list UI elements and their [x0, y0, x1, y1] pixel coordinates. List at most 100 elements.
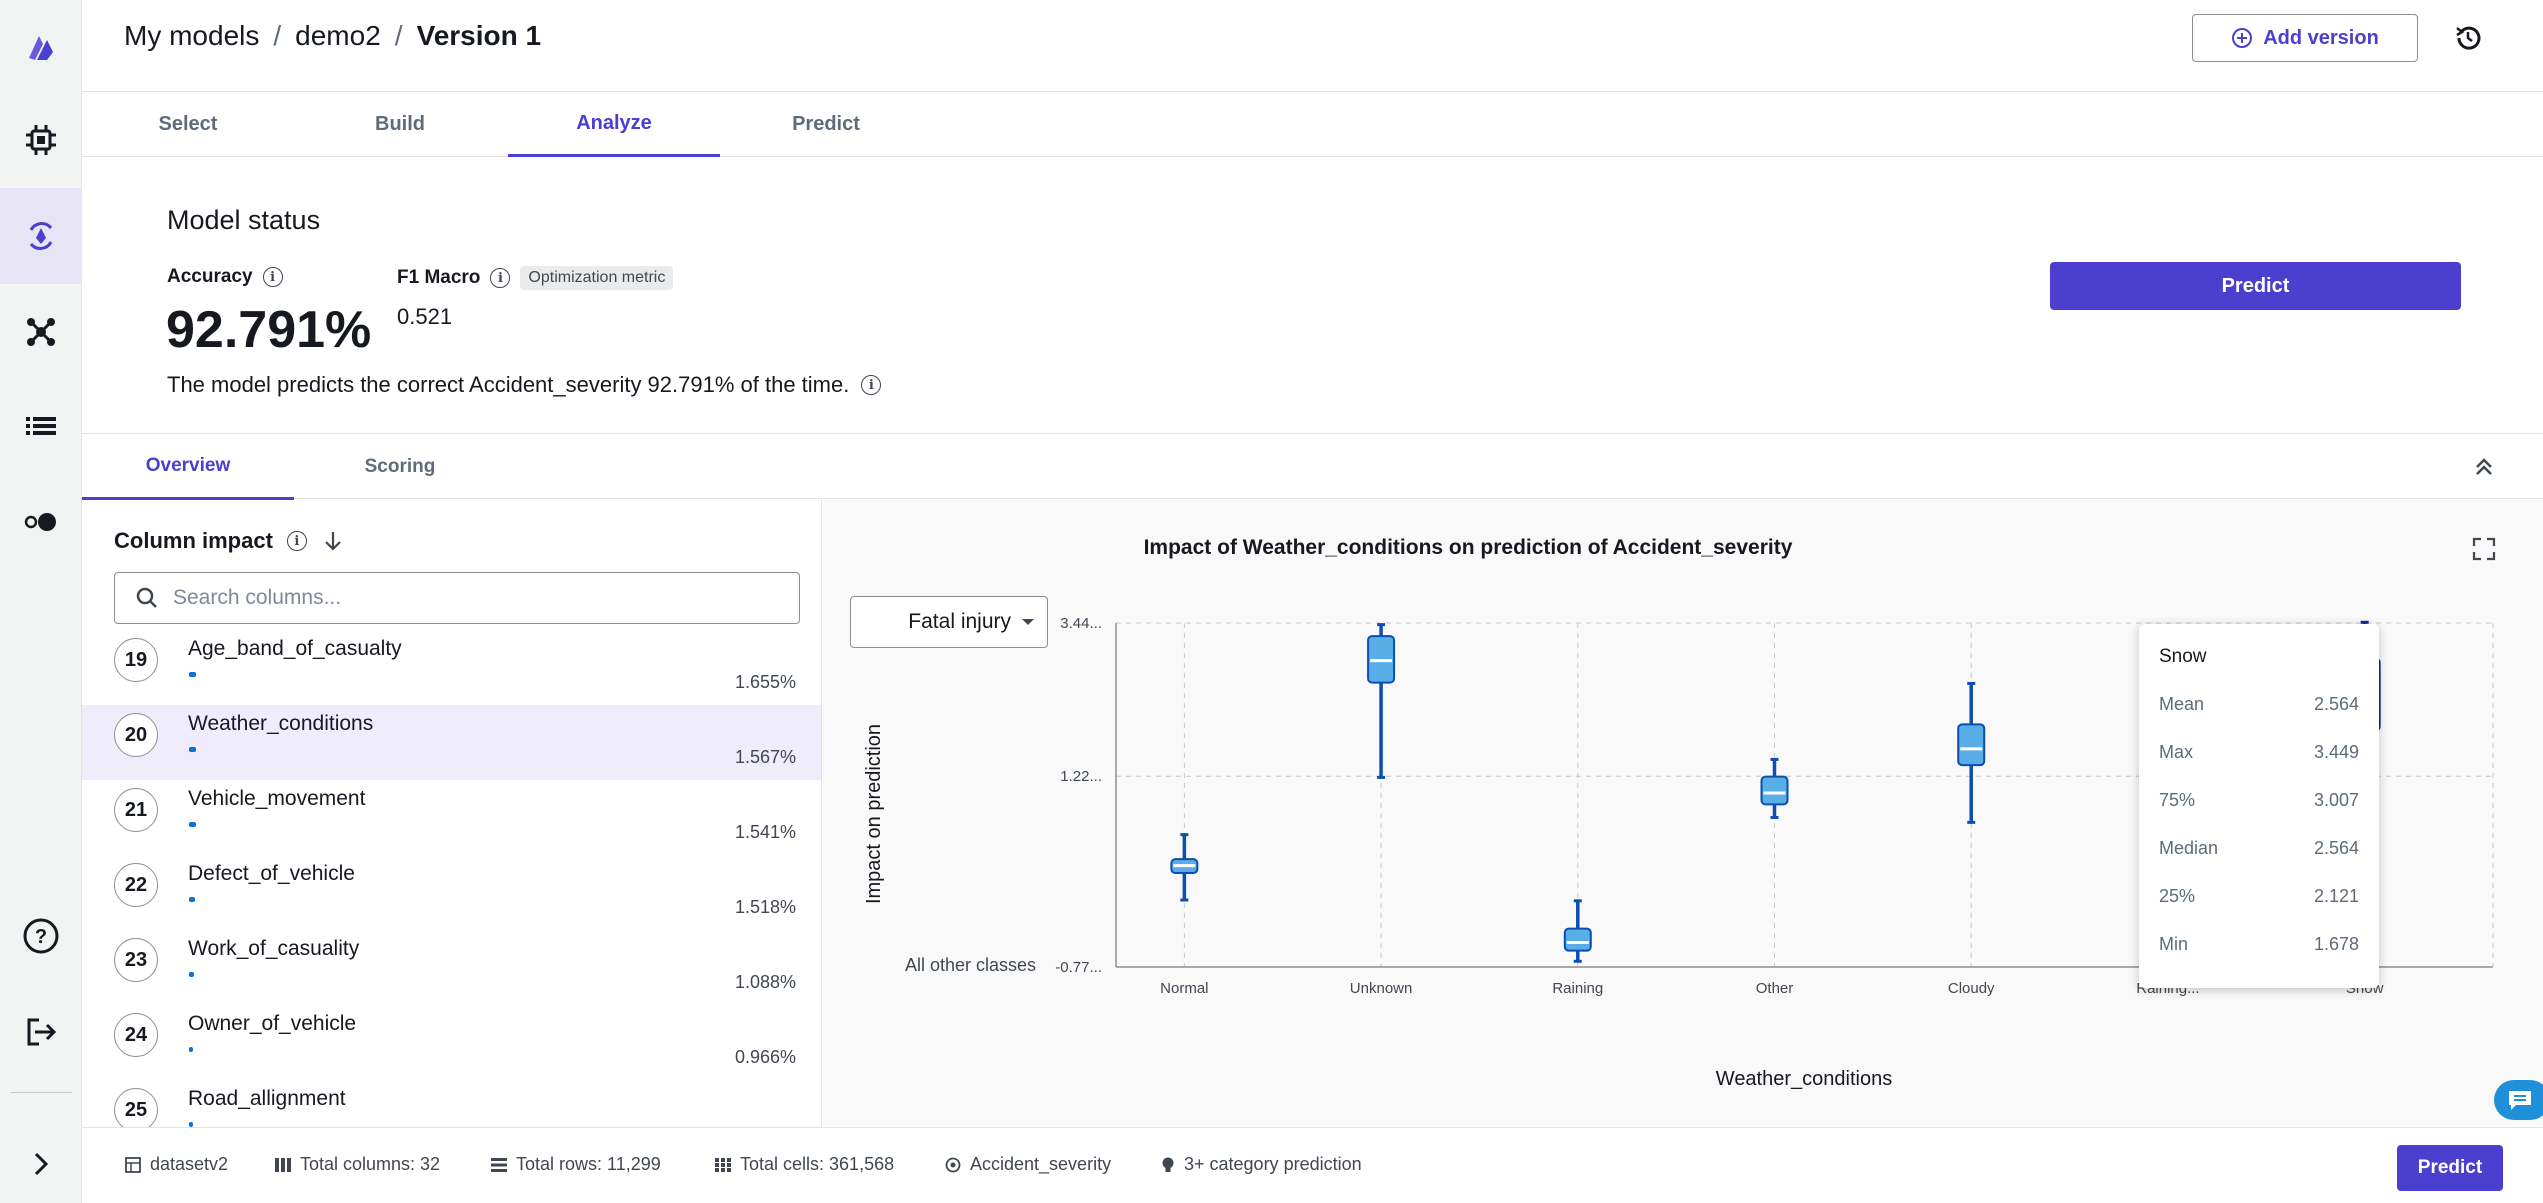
f1-label-text: F1 Macro	[397, 267, 481, 288]
tooltip-row-label: Max	[2159, 742, 2194, 762]
tooltip-row: 75% 3.007	[2159, 790, 2359, 811]
x-tick-label: Other	[1756, 980, 1794, 997]
tab-predict[interactable]: Predict	[792, 113, 860, 135]
info-icon[interactable]: i	[286, 531, 307, 551]
sort-down-icon[interactable]	[321, 529, 345, 553]
sub-tabs: Overview Scoring	[82, 433, 2543, 500]
breadcrumb-separator: /	[394, 20, 403, 51]
status-sentence-text: The model predicts the correct Accident_…	[167, 372, 850, 397]
class-select-dropdown[interactable]: Fatal injury	[850, 596, 1048, 648]
accuracy-value: 92.791%	[166, 301, 372, 359]
status-sentence: The model predicts the correct Accident_…	[167, 372, 882, 398]
footer-total-rows-text: Total rows: 11,299	[516, 1154, 661, 1174]
history-icon[interactable]	[2448, 18, 2488, 58]
column-row[interactable]: 21 Vehicle_movement 1.541%	[82, 780, 821, 855]
models-icon[interactable]	[0, 188, 82, 284]
column-name: Owner_of_vehicle	[188, 1012, 357, 1035]
model-status-title: Model status	[167, 205, 321, 235]
footer-total-columns: Total columns: 32	[274, 1154, 440, 1175]
optimization-metric-badge: Optimization metric	[520, 266, 674, 290]
column-row[interactable]: 19 Age_band_of_casualty 1.655%	[82, 630, 821, 705]
column-impact-percent: 1.567%	[734, 747, 796, 767]
search-columns-field[interactable]	[114, 572, 800, 624]
info-icon[interactable]: i	[490, 268, 511, 288]
list-icon[interactable]	[0, 378, 82, 474]
y-tick-label: 3.44...	[1060, 615, 1102, 632]
tooltip-row: Mean 2.564	[2159, 694, 2359, 715]
tooltip-row-label: 75%	[2159, 790, 2196, 810]
column-row[interactable]: 22 Defect_of_vehicle 1.518%	[82, 855, 821, 930]
collapse-icon[interactable]	[2469, 452, 2499, 482]
column-impact-title: Column impact	[114, 528, 273, 553]
tab-analyze[interactable]: Analyze	[508, 92, 720, 157]
column-impact-bar	[189, 747, 196, 752]
column-rank: 19	[114, 638, 158, 682]
accuracy-label-text: Accuracy	[167, 266, 253, 287]
tooltip-row: Max 3.449	[2159, 742, 2359, 763]
footer-model-type-text: 3+ category prediction	[1184, 1154, 1362, 1174]
info-icon[interactable]: i	[861, 375, 882, 395]
tab-overview[interactable]: Overview	[82, 434, 294, 500]
sign-out-icon[interactable]	[0, 984, 82, 1080]
column-row[interactable]: 23 Work_of_casuality 1.088%	[82, 930, 821, 1005]
column-name: Age_band_of_casualty	[188, 637, 402, 660]
x-axis-label: Weather_conditions	[1716, 1068, 1892, 1090]
breadcrumb-separator: /	[273, 20, 282, 51]
tooltip-row-label: Median	[2159, 838, 2219, 858]
columns-icon	[275, 1157, 291, 1172]
column-impact-percent: 0.966%	[734, 1047, 796, 1067]
column-row[interactable]: 24 Owner_of_vehicle 0.966%	[82, 1005, 821, 1080]
caret-down-icon	[1022, 619, 1034, 625]
column-impact-bar	[189, 897, 195, 902]
tooltip-row: Median 2.564	[2159, 838, 2359, 859]
footer-total-cells-text: Total cells: 361,568	[740, 1154, 895, 1174]
breadcrumb: My models / demo2 / Version 1	[124, 20, 541, 52]
more-options-icon[interactable]	[2532, 18, 2543, 58]
add-version-label: Add version	[2263, 26, 2379, 49]
baseline-label: All other classes	[905, 955, 1036, 975]
footer-dataset-name: datasetv2	[150, 1154, 229, 1174]
x-tick-label: Unknown	[1350, 980, 1413, 997]
footer-target-text: Accident_severity	[970, 1154, 1112, 1174]
column-impact-panel: Column impact i 19 Age_band_of_casualty 1.…	[82, 500, 822, 1127]
column-impact-percent: 1.088%	[734, 972, 796, 992]
column-row[interactable]: 20 Weather_conditions 1.567%	[82, 705, 821, 780]
dataset-icon	[125, 1156, 141, 1173]
breadcrumb-my-models[interactable]: My models	[124, 20, 260, 51]
tab-build[interactable]: Build	[375, 113, 425, 135]
add-version-button[interactable]: Add version	[2192, 14, 2418, 62]
tab-select[interactable]: Select	[158, 113, 218, 135]
feedback-button[interactable]	[2494, 1080, 2543, 1120]
tab-scoring[interactable]: Scoring	[364, 456, 436, 477]
status-footer: datasetv2 Total columns: 32 Total rows: …	[82, 1127, 2543, 1203]
chip-icon[interactable]	[0, 92, 82, 188]
column-rank: 21	[114, 788, 158, 832]
box	[1563, 927, 1592, 952]
y-tick-label: -0.77...	[1055, 959, 1102, 976]
network-icon[interactable]	[0, 284, 82, 380]
footer-predict-button[interactable]: Predict	[2397, 1145, 2503, 1191]
fullscreen-icon[interactable]	[2471, 536, 2497, 562]
canvas-logo-icon[interactable]	[0, 0, 82, 96]
rail-divider	[10, 1092, 72, 1093]
search-columns-input[interactable]	[173, 586, 773, 610]
tooltip-row-value: 3.007	[2313, 790, 2359, 810]
column-row[interactable]: 25 Road_allignment	[82, 1080, 821, 1127]
column-name: Road_allignment	[188, 1087, 346, 1110]
x-tick-label: Cloudy	[1948, 980, 1995, 997]
column-name: Vehicle_movement	[188, 787, 366, 810]
column-impact-bar	[189, 1047, 193, 1052]
f1-value: 0.521	[397, 304, 453, 329]
chat-icon	[2509, 1091, 2531, 1110]
column-impact-percent: 1.655%	[734, 672, 796, 692]
toggle-icon[interactable]	[0, 474, 82, 570]
column-impact-percent: 1.541%	[734, 822, 796, 842]
svg-text:?: ?	[35, 926, 47, 948]
column-impact-bar	[189, 1122, 193, 1127]
expand-nav-icon[interactable]	[0, 1116, 82, 1203]
search-icon	[136, 587, 157, 608]
predict-button[interactable]: Predict	[2050, 262, 2461, 310]
breadcrumb-model[interactable]: demo2	[295, 20, 381, 51]
info-icon[interactable]: i	[262, 267, 283, 287]
help-icon[interactable]: ?	[0, 888, 82, 984]
